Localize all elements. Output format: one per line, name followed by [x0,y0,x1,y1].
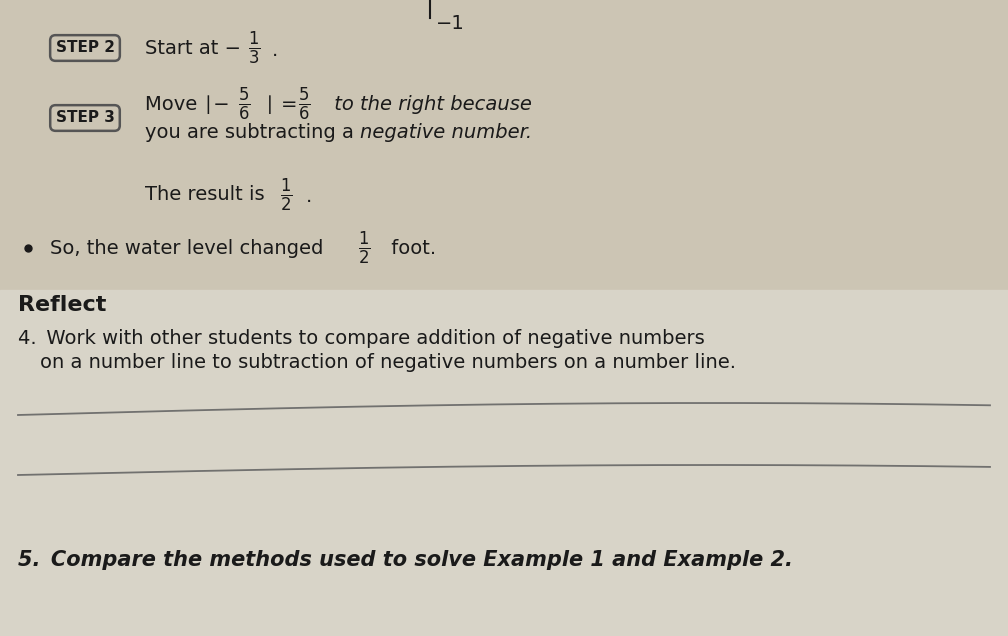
Text: Start at −: Start at − [145,39,241,57]
Text: Move ∣−: Move ∣− [145,95,230,113]
Text: STEP 2: STEP 2 [55,41,115,55]
Text: The result is: The result is [145,186,271,205]
Text: $\mathregular{\frac{5}{6}}$: $\mathregular{\frac{5}{6}}$ [298,85,310,123]
Text: 4. Work with other students to compare addition of negative numbers: 4. Work with other students to compare a… [18,329,705,347]
Text: $\mathregular{\frac{5}{6}}$: $\mathregular{\frac{5}{6}}$ [238,85,251,123]
Bar [0,290,1008,636]
Text: 5. Compare the methods used to solve Example 1 and Example 2.: 5. Compare the methods used to solve Exa… [18,550,793,570]
Text: Reflect: Reflect [18,295,107,315]
Text: $\mathregular{\frac{1}{2}}$: $\mathregular{\frac{1}{2}}$ [358,230,371,266]
Text: foot.: foot. [385,238,436,258]
Text: .: . [272,41,278,60]
Text: to the right because: to the right because [328,95,532,113]
Text: $\mathregular{\frac{1}{3}}$: $\mathregular{\frac{1}{3}}$ [248,29,260,67]
Text: So, the water level changed: So, the water level changed [50,238,330,258]
Text: $\mathregular{\frac{1}{2}}$: $\mathregular{\frac{1}{2}}$ [280,176,292,214]
Text: ∣ =: ∣ = [265,95,297,113]
Text: −1: −1 [436,14,465,33]
Text: you are subtracting a: you are subtracting a [145,123,360,141]
Text: negative number.: negative number. [360,123,532,141]
Text: .: . [306,188,312,207]
Text: on a number line to subtraction of negative numbers on a number line.: on a number line to subtraction of negat… [40,352,736,371]
Text: STEP 3: STEP 3 [55,111,115,125]
